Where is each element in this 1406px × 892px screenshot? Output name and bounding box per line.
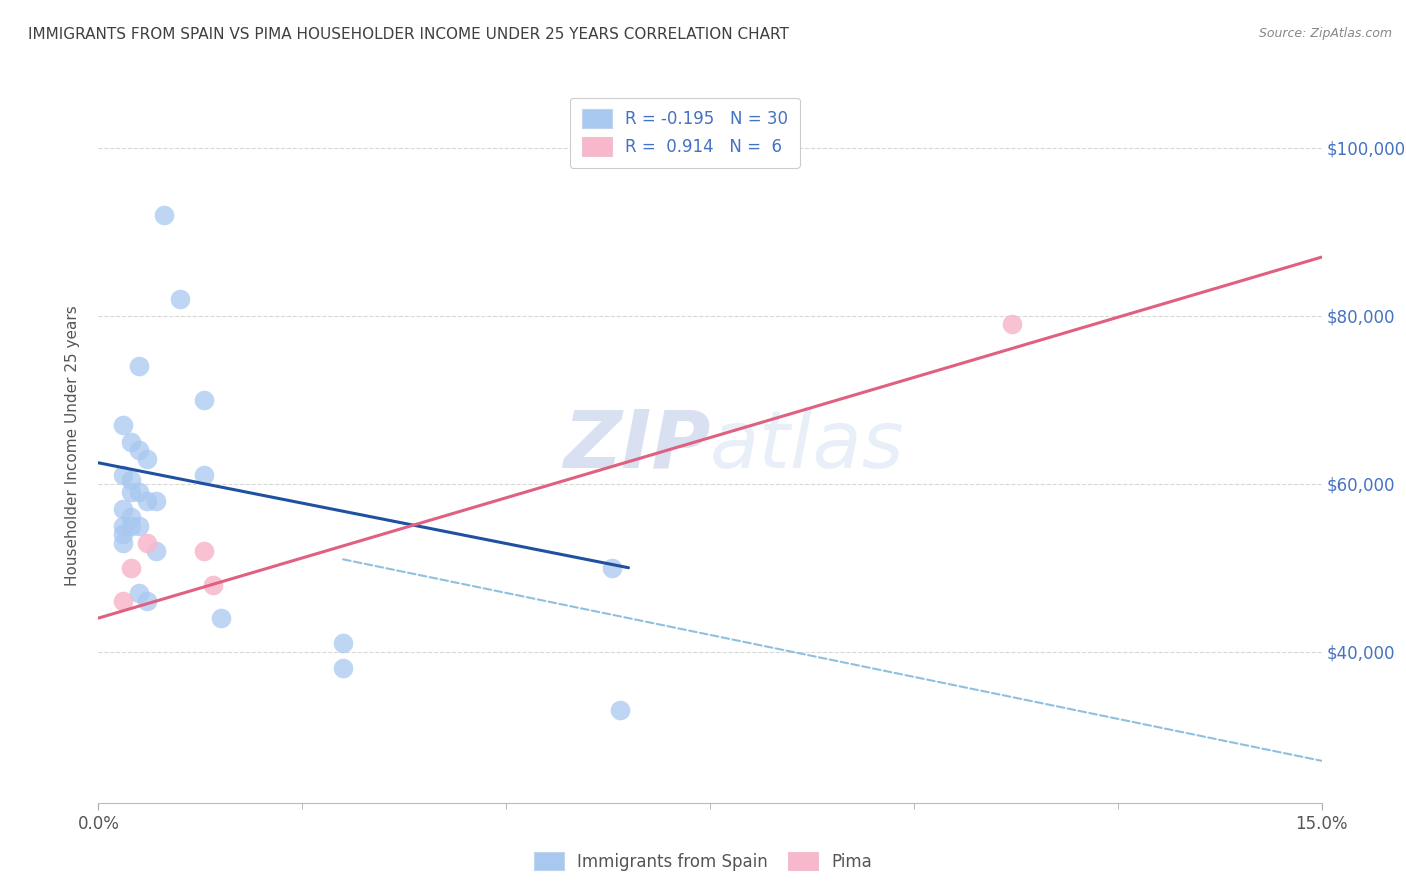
Point xyxy=(609,703,631,717)
Point xyxy=(136,493,159,508)
Text: ZIP: ZIP xyxy=(562,407,710,485)
Point xyxy=(120,485,142,500)
Point xyxy=(1001,318,1024,332)
Y-axis label: Householder Income Under 25 years: Householder Income Under 25 years xyxy=(65,306,80,586)
Point xyxy=(128,485,150,500)
Point xyxy=(152,208,174,222)
Point xyxy=(201,577,224,591)
Point xyxy=(128,443,150,458)
Point xyxy=(128,586,150,600)
Point xyxy=(209,611,232,625)
Point xyxy=(332,661,354,675)
Point xyxy=(193,392,215,407)
Text: Source: ZipAtlas.com: Source: ZipAtlas.com xyxy=(1258,27,1392,40)
Point xyxy=(145,544,167,558)
Point xyxy=(128,518,150,533)
Point xyxy=(136,451,159,466)
Point xyxy=(111,518,134,533)
Text: IMMIGRANTS FROM SPAIN VS PIMA HOUSEHOLDER INCOME UNDER 25 YEARS CORRELATION CHAR: IMMIGRANTS FROM SPAIN VS PIMA HOUSEHOLDE… xyxy=(28,27,789,42)
Legend: Immigrants from Spain, Pima: Immigrants from Spain, Pima xyxy=(526,844,880,880)
Legend: R = -0.195   N = 30, R =  0.914   N =  6: R = -0.195 N = 30, R = 0.914 N = 6 xyxy=(569,97,800,168)
Point xyxy=(120,518,142,533)
Point xyxy=(332,636,354,650)
Point xyxy=(169,292,191,306)
Text: atlas: atlas xyxy=(710,407,905,485)
Point xyxy=(120,434,142,449)
Point xyxy=(193,544,215,558)
Point xyxy=(111,535,134,549)
Point xyxy=(111,417,134,432)
Point xyxy=(136,535,159,549)
Point xyxy=(111,502,134,516)
Point xyxy=(136,594,159,608)
Point xyxy=(128,359,150,374)
Point xyxy=(600,560,623,574)
Point xyxy=(120,560,142,574)
Point xyxy=(111,594,134,608)
Point xyxy=(193,468,215,483)
Point xyxy=(145,493,167,508)
Point xyxy=(120,510,142,524)
Point xyxy=(120,473,142,487)
Point xyxy=(111,468,134,483)
Point xyxy=(111,527,134,541)
